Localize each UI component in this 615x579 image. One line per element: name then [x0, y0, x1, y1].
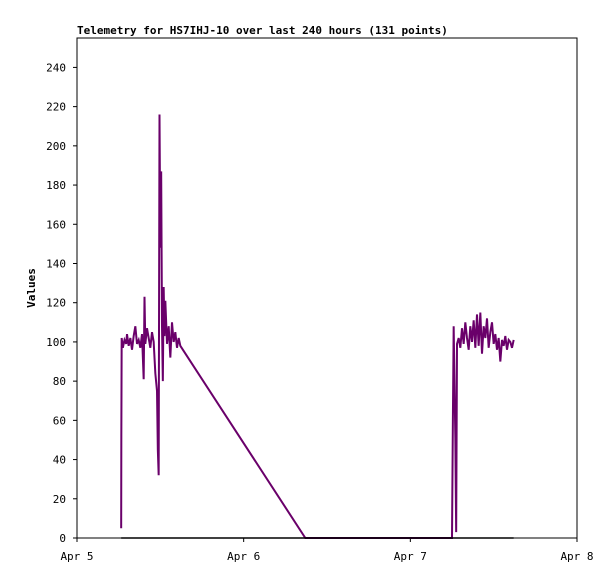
y-tick-label: 160 — [46, 218, 66, 231]
x-tick-label: Apr 7 — [394, 550, 427, 563]
y-tick-label: 220 — [46, 101, 66, 114]
y-axis-label: Values — [25, 268, 38, 308]
y-tick-label: 140 — [46, 257, 66, 270]
y-tick-label: 100 — [46, 336, 66, 349]
y-tick-label: 120 — [46, 297, 66, 310]
y-tick-label: 240 — [46, 61, 66, 74]
y-tick-label: 40 — [53, 454, 66, 467]
x-tick-label: Apr 8 — [560, 550, 593, 563]
y-tick-label: 0 — [59, 532, 66, 545]
y-axis: 0 20 40 60 80 100 120 140 160 180 200 220 240 — [46, 61, 77, 545]
y-tick-label: 80 — [53, 375, 66, 388]
series-line-1 — [120, 114, 515, 539]
y-tick-label: 60 — [53, 414, 66, 427]
y-tick-label: 180 — [46, 179, 66, 192]
plot-frame — [76, 37, 578, 539]
y-tick-label: 200 — [46, 140, 66, 153]
x-tick-label: Apr 5 — [60, 550, 93, 563]
chart-title: Telemetry for HS7IHJ-10 over last 240 ho… — [77, 24, 448, 37]
x-axis: Apr 5 Apr 6 Apr 7 Apr 8 — [60, 538, 594, 563]
x-tick-label: Apr 6 — [227, 550, 260, 563]
series-layer — [120, 114, 515, 539]
y-tick-label: 20 — [53, 493, 66, 506]
